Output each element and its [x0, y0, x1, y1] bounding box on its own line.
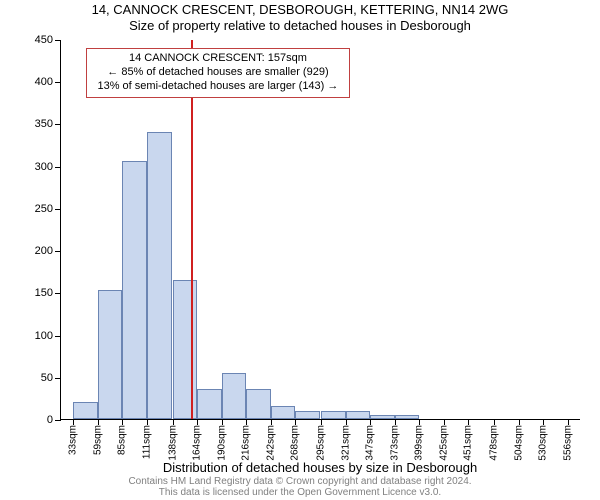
y-tick — [55, 82, 61, 83]
x-tick-label: 399sqm — [414, 425, 425, 461]
page-title-address: 14, CANNOCK CRESCENT, DESBOROUGH, KETTER… — [0, 2, 600, 17]
y-tick-label: 150 — [35, 287, 53, 299]
y-tick — [55, 293, 61, 294]
x-tick-label: 556sqm — [562, 425, 573, 461]
y-tick-label: 200 — [35, 245, 53, 257]
x-tick-label: 268sqm — [290, 425, 301, 461]
histogram-bar — [197, 389, 222, 419]
x-tick-label: 59sqm — [92, 425, 103, 455]
x-tick-label: 451sqm — [463, 425, 474, 461]
y-tick-label: 100 — [35, 330, 53, 342]
y-tick — [55, 124, 61, 125]
histogram-bar — [271, 406, 296, 419]
x-tick-label: 33sqm — [68, 425, 79, 455]
annotation-box: 14 CANNOCK CRESCENT: 157sqm← 85% of deta… — [86, 48, 351, 97]
y-tick-label: 400 — [35, 76, 53, 88]
x-tick-label: 373sqm — [389, 425, 400, 461]
y-tick-label: 300 — [35, 161, 53, 173]
footer-license: Contains HM Land Registry data © Crown c… — [0, 476, 600, 498]
y-tick — [55, 336, 61, 337]
x-tick-label: 216sqm — [241, 425, 252, 461]
annotation-line: ← 85% of detached houses are smaller (92… — [93, 66, 344, 80]
x-tick-label: 504sqm — [513, 425, 524, 461]
y-tick-label: 0 — [47, 414, 53, 426]
x-tick-label: 425sqm — [438, 425, 449, 461]
page-subtitle: Size of property relative to detached ho… — [0, 18, 600, 33]
y-tick-label: 350 — [35, 118, 53, 130]
footer-line2: This data is licensed under the Open Gov… — [159, 487, 441, 498]
histogram-bar — [98, 290, 123, 419]
y-tick — [55, 40, 61, 41]
y-tick-label: 450 — [35, 34, 53, 46]
x-tick-label: 530sqm — [538, 425, 549, 461]
x-tick-label: 164sqm — [192, 425, 203, 461]
histogram-bar — [147, 132, 172, 419]
histogram-bar — [122, 161, 147, 419]
y-tick-label: 250 — [35, 203, 53, 215]
annotation-line: 13% of semi-detached houses are larger (… — [93, 80, 344, 94]
y-tick — [55, 420, 61, 421]
footer-line1: Contains HM Land Registry data © Crown c… — [128, 476, 471, 487]
histogram-bar — [222, 373, 247, 419]
x-tick-label: 85sqm — [117, 425, 128, 455]
histogram-bar — [346, 411, 371, 419]
histogram-bar — [246, 389, 271, 419]
x-axis-label: Distribution of detached houses by size … — [60, 460, 580, 475]
x-tick-label: 242sqm — [265, 425, 276, 461]
x-tick-label: 347sqm — [365, 425, 376, 461]
y-tick — [55, 378, 61, 379]
x-tick-label: 138sqm — [167, 425, 178, 461]
annotation-line: 14 CANNOCK CRESCENT: 157sqm — [93, 52, 344, 66]
x-tick-label: 478sqm — [489, 425, 500, 461]
histogram-bar — [321, 411, 346, 419]
histogram-bar — [73, 402, 98, 419]
x-tick-label: 321sqm — [340, 425, 351, 461]
chart-plot-area: 14 CANNOCK CRESCENT: 157sqm← 85% of deta… — [60, 40, 580, 420]
y-tick-label: 50 — [41, 372, 53, 384]
histogram-bar — [173, 280, 198, 419]
histogram-bar — [370, 415, 395, 419]
x-tick-label: 295sqm — [316, 425, 327, 461]
y-tick — [55, 251, 61, 252]
x-tick-label: 190sqm — [216, 425, 227, 461]
y-tick — [55, 209, 61, 210]
y-tick — [55, 167, 61, 168]
histogram-bar — [395, 415, 420, 419]
histogram-bar — [295, 411, 320, 419]
x-tick-label: 111sqm — [142, 425, 153, 459]
